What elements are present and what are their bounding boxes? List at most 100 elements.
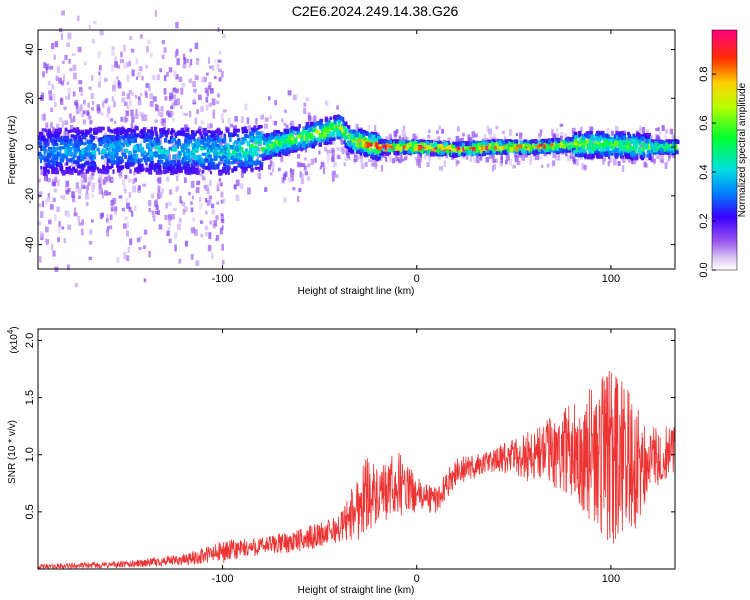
noise-cell bbox=[193, 229, 197, 236]
ridge-cell bbox=[231, 145, 234, 150]
ridge-cell bbox=[184, 167, 188, 173]
noise-cell bbox=[546, 163, 550, 168]
ridge-cell bbox=[197, 158, 201, 163]
ridge-cell bbox=[178, 132, 182, 136]
ridge-cell bbox=[206, 136, 210, 141]
ridge-cell bbox=[439, 151, 443, 156]
noise-cell bbox=[462, 132, 465, 137]
ridge-cell bbox=[586, 143, 591, 148]
ridge-cell bbox=[658, 151, 663, 155]
ridge-cell bbox=[118, 165, 123, 171]
ridge-cell bbox=[248, 148, 253, 154]
ridge-cell bbox=[620, 141, 624, 146]
noise-cell bbox=[107, 191, 112, 196]
ridge-cell bbox=[667, 146, 670, 151]
ridge-cell bbox=[627, 154, 632, 159]
noise-cell bbox=[146, 45, 149, 53]
noise-cell bbox=[552, 133, 556, 141]
noise-cell bbox=[123, 184, 127, 191]
noise-cell bbox=[571, 127, 576, 134]
ridge-cell bbox=[85, 162, 90, 166]
ridge-cell bbox=[298, 124, 301, 129]
noise-cell bbox=[135, 113, 139, 119]
noise-cell bbox=[128, 191, 132, 199]
ridge-cell bbox=[537, 145, 542, 149]
noise-cell bbox=[552, 151, 556, 159]
ridge-cell bbox=[86, 139, 91, 145]
noise-cell bbox=[106, 113, 110, 118]
ridge-cell bbox=[140, 143, 143, 147]
ridge-cell bbox=[105, 167, 110, 173]
noise-cell bbox=[88, 256, 92, 261]
noise-cell bbox=[539, 129, 542, 136]
ridge-cell bbox=[134, 157, 138, 162]
noise-cell bbox=[138, 66, 143, 72]
ridge-cell bbox=[476, 145, 481, 150]
noise-cell bbox=[625, 137, 630, 142]
ridge-cell bbox=[43, 138, 48, 143]
ridge-cell bbox=[41, 155, 46, 160]
noise-cell bbox=[438, 155, 441, 160]
noise-cell bbox=[141, 76, 144, 81]
noise-cell bbox=[156, 74, 160, 81]
noise-cell bbox=[116, 257, 120, 263]
noise-cell bbox=[201, 76, 206, 83]
ridge-cell bbox=[124, 133, 128, 139]
noise-cell bbox=[314, 157, 317, 163]
ridge-cell bbox=[219, 130, 223, 135]
ridge-cell bbox=[232, 159, 237, 163]
ridge-cell bbox=[414, 147, 418, 152]
ridge-cell bbox=[65, 141, 68, 146]
noise-cell bbox=[139, 236, 143, 240]
noise-cell bbox=[88, 176, 92, 184]
noise-cell bbox=[167, 201, 172, 206]
snr-scale-close: ) bbox=[9, 326, 20, 329]
noise-cell bbox=[209, 123, 213, 129]
ridge-cell bbox=[453, 144, 456, 148]
ridge-cell bbox=[55, 146, 58, 152]
noise-cell bbox=[172, 117, 175, 122]
ridge-cell bbox=[47, 146, 53, 151]
ridge-cell bbox=[592, 146, 596, 151]
noise-cell bbox=[404, 154, 409, 159]
ridge-cell bbox=[287, 132, 291, 137]
noise-cell bbox=[126, 74, 130, 82]
noise-cell bbox=[44, 238, 47, 243]
ridge-cell bbox=[90, 145, 93, 151]
ridge-cell bbox=[279, 131, 283, 136]
ridge-cell bbox=[645, 143, 649, 148]
ridge-cell bbox=[116, 142, 121, 148]
noise-cell bbox=[564, 151, 568, 157]
noise-cell bbox=[63, 74, 66, 82]
noise-cell bbox=[282, 173, 287, 181]
noise-cell bbox=[45, 125, 49, 132]
colorbar-label: Normalized spectral amplitude bbox=[737, 82, 748, 217]
ridge-cell bbox=[52, 147, 57, 152]
ridge-cell bbox=[42, 166, 47, 171]
ridge-cell bbox=[250, 131, 255, 135]
ridge-cell bbox=[240, 141, 245, 145]
ridge-cell bbox=[386, 143, 391, 149]
noise-cell bbox=[173, 234, 177, 240]
noise-cell bbox=[323, 167, 326, 175]
ridge-cell bbox=[191, 152, 196, 157]
ridge-cell bbox=[155, 142, 160, 146]
noise-cell bbox=[85, 138, 88, 142]
ridge-cell bbox=[618, 141, 622, 145]
ridge-cell bbox=[370, 152, 375, 157]
noise-cell bbox=[205, 104, 209, 111]
ridge-cell bbox=[116, 164, 120, 169]
ridge-cell bbox=[105, 137, 110, 142]
ridge-cell bbox=[78, 163, 81, 169]
noise-cell bbox=[126, 222, 129, 228]
ridge-cell bbox=[556, 138, 561, 144]
ridge-cell bbox=[519, 141, 523, 145]
ridge-cell bbox=[333, 128, 337, 132]
ridge-cell bbox=[197, 142, 201, 147]
ridge-cell bbox=[239, 162, 243, 167]
noise-cell bbox=[138, 247, 142, 251]
noise-cell bbox=[42, 130, 46, 134]
ridge-cell bbox=[68, 140, 71, 145]
snr-frame bbox=[37, 328, 676, 570]
ridge-cell bbox=[51, 165, 55, 170]
